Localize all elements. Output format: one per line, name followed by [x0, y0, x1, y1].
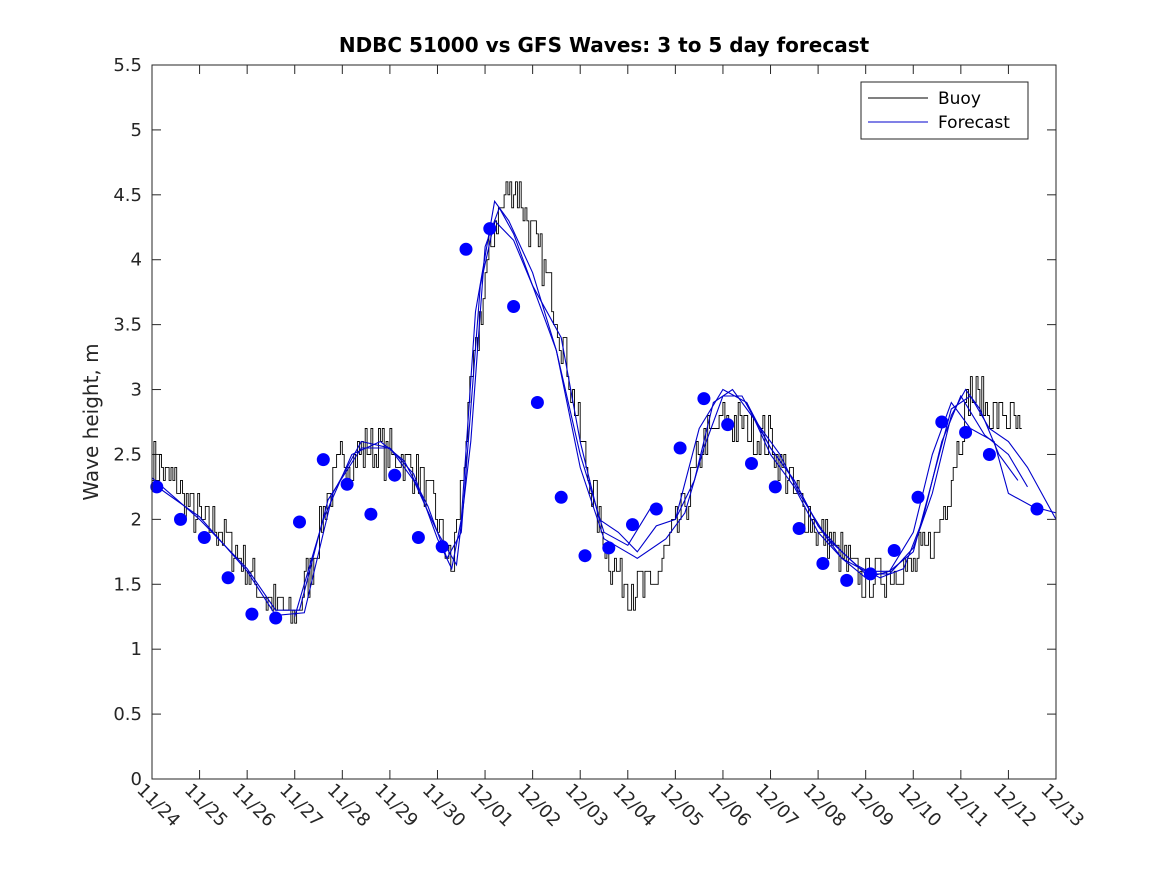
forecast-series-line-run2: [151, 206, 1019, 616]
forecast-series-line-run3: [674, 388, 1057, 579]
y-tick-label: 2: [131, 509, 142, 530]
forecast-marker: [697, 392, 711, 406]
forecast-marker: [245, 607, 259, 621]
forecast-marker: [959, 425, 973, 439]
legend-box: [860, 81, 1029, 140]
forecast-marker: [816, 557, 830, 570]
forecast-marker: [840, 573, 854, 587]
forecast-marker: [530, 396, 544, 409]
forecast-marker: [174, 512, 187, 526]
forecast-marker: [578, 549, 592, 563]
forecast-marker: [221, 571, 235, 585]
forecast-marker: [721, 418, 735, 432]
y-tick-label: 1: [131, 639, 142, 660]
forecast-marker: [745, 457, 758, 470]
y-tick-label: 0.5: [113, 704, 142, 725]
forecast-marker: [340, 477, 354, 491]
forecast-marker: [911, 490, 925, 504]
legend-forecast-label: Forecast: [938, 113, 1010, 133]
y-tick-label: 5: [131, 120, 142, 141]
forecast-marker: [1030, 502, 1044, 516]
legend-buoy-label: Buoy: [938, 89, 981, 109]
forecast-marker: [197, 531, 211, 544]
forecast-marker: [507, 300, 521, 313]
forecast-marker: [483, 222, 497, 236]
forecast-marker: [388, 468, 402, 482]
forecast-marker: [673, 441, 687, 455]
plot-area: [152, 65, 1056, 779]
forecast-marker: [269, 611, 283, 625]
forecast-marker: [626, 518, 639, 532]
y-axis-label: Wave height, m: [79, 343, 103, 500]
chart-title: NDBC 51000 vs GFS Waves: 3 to 5 day fore…: [339, 33, 870, 57]
forecast-marker: [602, 541, 616, 555]
forecast-marker: [982, 448, 996, 461]
forecast-marker: [863, 567, 877, 581]
forecast-marker: [768, 480, 782, 494]
forecast-marker: [435, 540, 449, 554]
y-tick-label: 2.5: [113, 444, 142, 465]
forecast-marker: [935, 415, 949, 429]
forecast-marker: [792, 522, 806, 535]
y-tick-label: 1.5: [113, 574, 142, 595]
forecast-marker: [293, 515, 306, 529]
y-tick-label: 5.5: [113, 55, 142, 76]
forecast-series-line-run1: [151, 199, 653, 611]
y-tick-label: 4.5: [113, 185, 142, 206]
plot-content: [150, 181, 1057, 625]
forecast-marker: [150, 480, 164, 494]
y-tick-label: 3.5: [113, 315, 142, 336]
forecast-marker: [316, 453, 330, 467]
y-tick-label: 3: [131, 380, 142, 401]
forecast-marker: [364, 507, 378, 521]
legend: Buoy Forecast: [860, 81, 1029, 140]
plot-frame: [151, 64, 1057, 780]
forecast-marker: [459, 242, 473, 256]
forecast-marker: [649, 502, 663, 516]
forecast-series-line-run5: [746, 395, 1057, 572]
y-tick-label: 4: [131, 250, 142, 271]
forecast-marker: [887, 544, 901, 557]
forecast-marker: [411, 531, 425, 544]
y-tick-label: 0: [131, 769, 142, 790]
y-axis-ticks: 0 0.5 1 1.5 2 2.5 3 3.5 4 4.5 5 5.5: [113, 55, 1056, 790]
forecast-marker: [554, 490, 568, 504]
